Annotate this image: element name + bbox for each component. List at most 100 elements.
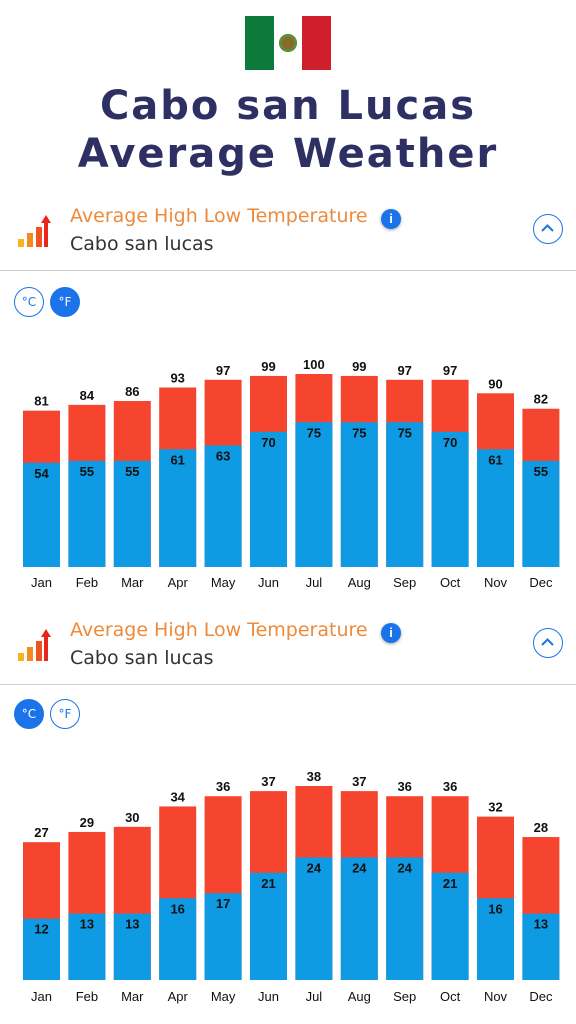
data-label-low: 63: [216, 448, 230, 463]
data-label-high: 37: [261, 774, 275, 789]
bar-chart-icon: [18, 215, 51, 247]
temperature-section-celsius: Average High Low Temperature Cabo san lu…: [0, 615, 576, 729]
bar-low-jul: [295, 422, 333, 567]
bar-low-dec: [522, 460, 560, 567]
data-label-high: 30: [125, 810, 139, 825]
section-subtitle: Cabo san lucas: [70, 233, 214, 255]
x-tick-label: Sep: [393, 989, 416, 1004]
data-label-low: 55: [125, 464, 139, 479]
page-title-line1: Cabo san Lucas: [99, 83, 477, 129]
temperature-chart-fahrenheit: 81 54 Jan 84 55 Feb 86 55 Mar 93 61 Apr 97 63 May 99 70 J…: [23, 357, 560, 590]
data-label-high: 32: [488, 800, 502, 815]
data-label-low: 12: [34, 922, 48, 937]
data-label-low: 70: [443, 435, 457, 450]
data-label-low: 24: [352, 860, 367, 875]
data-label-low: 70: [261, 435, 275, 450]
page-title-line2: Average Weather: [77, 131, 499, 177]
data-label-low: 21: [443, 876, 457, 891]
data-label-high: 97: [443, 363, 457, 378]
x-tick-label: Feb: [76, 989, 98, 1004]
data-label-high: 29: [80, 815, 94, 830]
fahrenheit-toggle-button[interactable]: °F: [50, 699, 80, 729]
x-tick-label: Jun: [258, 989, 279, 1004]
bar-low-sep: [386, 422, 424, 567]
celsius-toggle-button[interactable]: °C: [14, 699, 44, 729]
data-label-low: 16: [488, 901, 502, 916]
data-label-low: 21: [261, 876, 275, 891]
data-label-high: 28: [534, 820, 548, 835]
x-tick-label: Dec: [529, 575, 553, 590]
data-label-high: 81: [34, 394, 48, 409]
x-tick-label: Oct: [440, 989, 461, 1004]
data-label-low: 13: [534, 917, 548, 932]
x-tick-label: Jun: [258, 575, 279, 590]
bar-low-feb: [68, 913, 106, 980]
x-tick-label: May: [211, 989, 236, 1004]
collapse-button[interactable]: [533, 628, 563, 658]
section-title: Average High Low Temperature: [70, 619, 368, 641]
section-title: Average High Low Temperature: [70, 205, 368, 227]
data-label-low: 61: [170, 452, 184, 467]
bar-low-nov: [477, 449, 514, 567]
data-label-high: 100: [303, 357, 325, 372]
data-label-high: 99: [261, 359, 275, 374]
bar-low-oct: [431, 872, 469, 980]
data-label-low: 75: [397, 425, 411, 440]
section-header: Average High Low Temperature Cabo san lu…: [0, 201, 576, 273]
temperature-chart-celsius: 27 12 Jan 29 13 Feb 30 13 Mar 34 16 Apr 36 17 May 37 21 J…: [23, 769, 560, 1004]
bar-low-aug: [340, 422, 378, 567]
x-tick-label: May: [211, 575, 236, 590]
data-label-low: 24: [397, 860, 412, 875]
chevron-up-icon: [541, 638, 554, 646]
data-label-high: 90: [488, 376, 502, 391]
data-label-high: 86: [125, 384, 139, 399]
bar-low-apr: [159, 898, 197, 980]
bar-low-may: [204, 893, 242, 980]
bar-low-sep: [386, 857, 424, 980]
fahrenheit-toggle-button[interactable]: °F: [50, 287, 80, 317]
bar-low-may: [204, 445, 242, 567]
section-subtitle: Cabo san lucas: [70, 647, 214, 669]
x-tick-label: Mar: [121, 989, 144, 1004]
mexico-flag-icon: [245, 16, 332, 70]
x-tick-label: Jan: [31, 989, 52, 1004]
info-icon[interactable]: i: [381, 623, 401, 643]
data-label-low: 13: [80, 917, 94, 932]
bar-low-jun: [250, 872, 287, 980]
data-label-low: 75: [352, 425, 366, 440]
bar-low-feb: [68, 460, 106, 567]
data-label-high: 93: [170, 371, 184, 386]
bar-low-aug: [340, 857, 378, 980]
data-label-low: 54: [34, 466, 49, 481]
data-label-high: 38: [307, 769, 321, 784]
data-label-low: 61: [488, 452, 502, 467]
x-tick-label: Oct: [440, 575, 461, 590]
data-label-high: 97: [216, 363, 230, 378]
data-label-high: 36: [216, 779, 230, 794]
data-label-low: 13: [125, 917, 139, 932]
data-label-high: 36: [397, 779, 411, 794]
x-tick-label: Aug: [348, 989, 371, 1004]
section-header: Average High Low Temperature Cabo san lu…: [0, 615, 576, 687]
x-tick-label: Jul: [306, 989, 323, 1004]
x-tick-label: Nov: [484, 989, 508, 1004]
bar-chart-icon: [18, 629, 51, 661]
celsius-toggle-button[interactable]: °C: [14, 287, 44, 317]
collapse-button[interactable]: [533, 214, 563, 244]
bar-low-jul: [295, 857, 333, 980]
x-tick-label: Aug: [348, 575, 371, 590]
bar-low-dec: [522, 913, 560, 980]
bar-low-oct: [431, 431, 469, 567]
section-divider: [0, 684, 576, 685]
data-label-high: 34: [170, 789, 185, 804]
eagle-emblem-icon: [279, 34, 297, 52]
bar-low-mar: [113, 913, 151, 980]
x-tick-label: Dec: [529, 989, 553, 1004]
data-label-low: 17: [216, 896, 230, 911]
data-label-high: 27: [34, 825, 48, 840]
section-divider: [0, 270, 576, 271]
data-label-high: 84: [80, 388, 95, 403]
bar-low-apr: [159, 449, 197, 567]
info-icon[interactable]: i: [381, 209, 401, 229]
data-label-high: 36: [443, 779, 457, 794]
